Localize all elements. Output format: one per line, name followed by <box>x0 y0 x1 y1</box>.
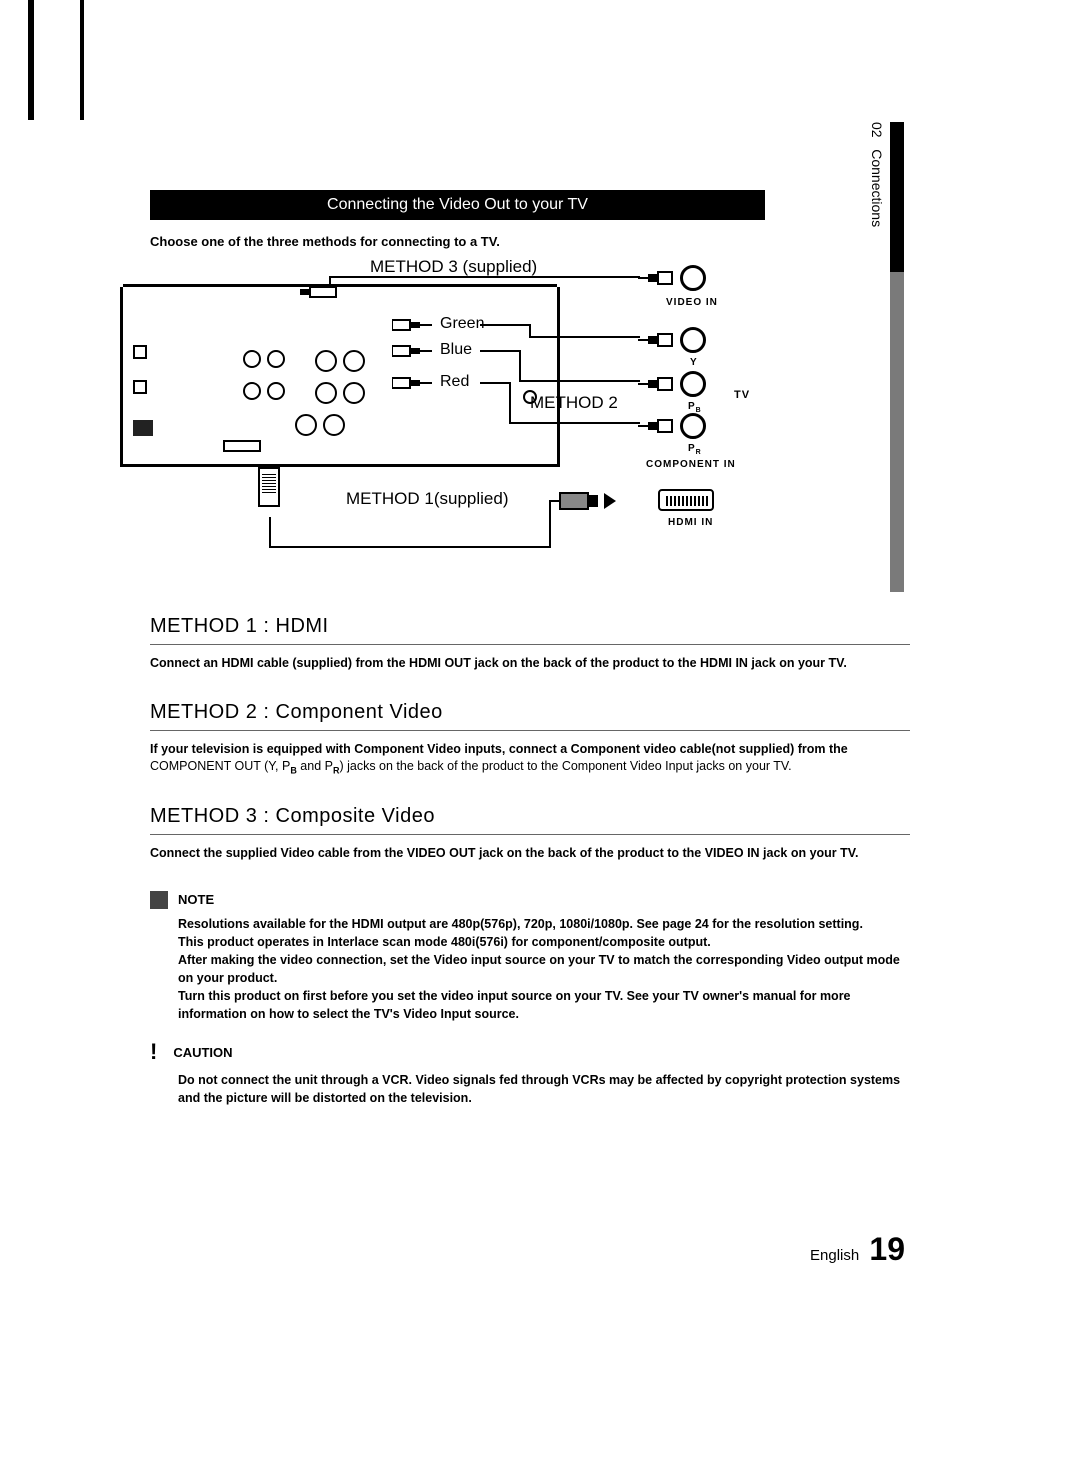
plug-blue <box>392 343 432 364</box>
note-icon <box>150 891 168 909</box>
method3-head: METHOD 3 : Composite Video <box>150 805 910 835</box>
method2-label: METHOD 2 <box>530 393 618 413</box>
connection-diagram: METHOD 3 (supplied) <box>150 257 910 587</box>
method1-label: METHOD 1(supplied) <box>346 489 509 509</box>
intro-text: Choose one of the three methods for conn… <box>150 234 910 249</box>
tv-video-in-label: VIDEO IN <box>666 297 718 308</box>
method2-text: If your television is equipped with Comp… <box>150 741 910 778</box>
footer-page: 19 <box>869 1231 905 1267</box>
section-title-bar: Connecting the Video Out to your TV <box>150 190 765 220</box>
tv-video-in-jack <box>680 265 706 291</box>
tv-pr-jack <box>680 413 706 439</box>
method1-head: METHOD 1 : HDMI <box>150 615 910 645</box>
tv-component-in-label: COMPONENT IN <box>646 459 736 470</box>
note-head: NOTE <box>178 892 214 907</box>
plug-red <box>392 375 432 396</box>
caution-icon: ! <box>150 1039 157 1065</box>
tv-pb-jack <box>680 371 706 397</box>
device-rear-panel <box>120 287 560 467</box>
tv-y-jack <box>680 327 706 353</box>
color-red: Red <box>440 373 469 391</box>
note-item: After making the video connection, set t… <box>178 951 910 987</box>
hdmi-connector <box>258 467 280 507</box>
plug-green <box>392 317 432 338</box>
note-block: NOTE Resolutions available for the HDMI … <box>150 891 910 1024</box>
tv-plug-video <box>638 270 674 286</box>
color-green: Green <box>440 315 484 333</box>
note-item: Turn this product on first before you se… <box>178 987 910 1023</box>
footer-lang: English <box>810 1247 859 1264</box>
method3-text: Connect the supplied Video cable from th… <box>150 845 910 863</box>
caution-head: CAUTION <box>173 1045 232 1060</box>
method1-text: Connect an HDMI cable (supplied) from th… <box>150 655 910 673</box>
tv-hdmi-in-label: HDMI IN <box>668 517 713 528</box>
method3-label: METHOD 3 (supplied) <box>370 257 537 277</box>
chapter-num: 02 <box>869 122 885 138</box>
note-item: This product operates in Interlace scan … <box>178 933 910 951</box>
page-footer: English 19 <box>810 1231 905 1268</box>
tv-pr-label: PR <box>688 443 702 456</box>
tv-hdmi-in-port <box>658 489 714 511</box>
note-item: Resolutions available for the HDMI outpu… <box>178 915 910 933</box>
tv-y-label: Y <box>690 357 698 368</box>
caution-block: ! CAUTION Do not connect the unit throug… <box>150 1039 910 1107</box>
color-blue: Blue <box>440 341 472 359</box>
method2-head: METHOD 2 : Component Video <box>150 701 910 731</box>
tv-label: TV <box>734 389 750 401</box>
caution-text: Do not connect the unit through a VCR. V… <box>178 1071 910 1107</box>
hdmi-out-port <box>223 440 261 452</box>
